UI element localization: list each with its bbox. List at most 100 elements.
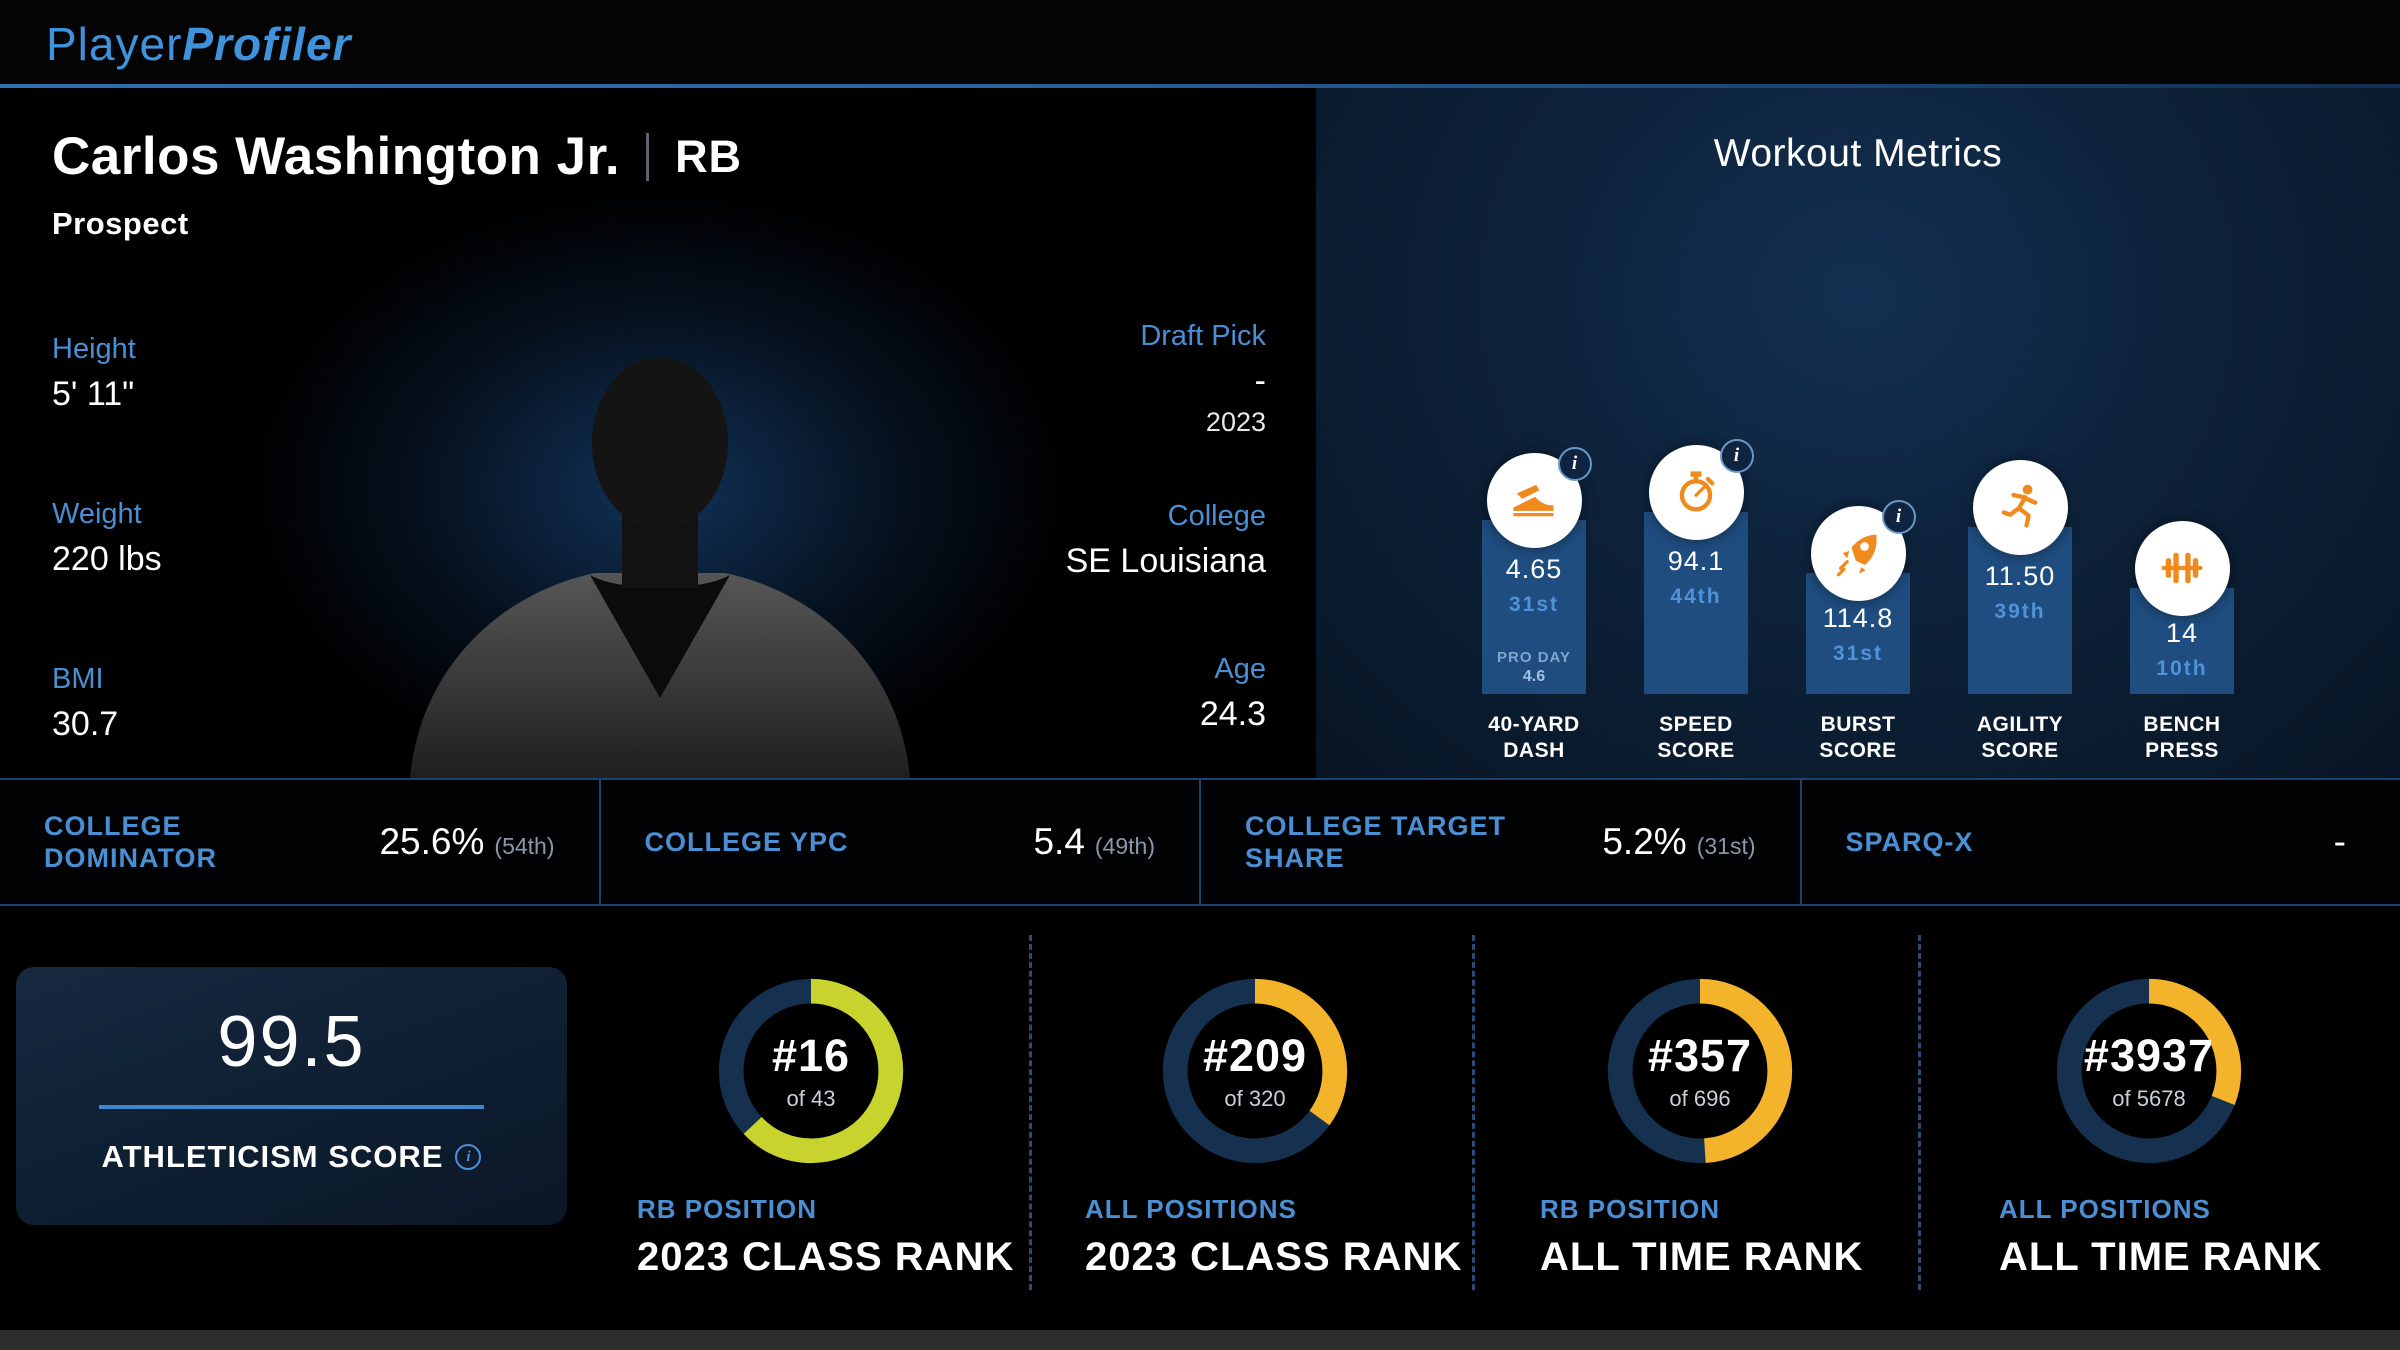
metric-percentile: 44th [1670, 584, 1722, 608]
athleticism-score-value: 99.5 [217, 1002, 366, 1082]
rank-number: #3937 [2083, 1030, 2215, 1081]
dumbbell-icon [2161, 552, 2203, 584]
attr-draft-pick: Draft Pick - 2023 [1140, 320, 1266, 438]
stat-value: 25.6% [379, 821, 485, 862]
info-icon[interactable]: i [1719, 438, 1754, 473]
metric-40-yard-dash: i 4.65 31st PRO DAY 4.6 40-YARD DASH [1459, 446, 1609, 779]
stat-label: COLLEGE DOMINATOR [44, 810, 217, 873]
attr-age-label: Age [1214, 653, 1266, 685]
stat-college-ypc[interactable]: COLLEGE YPC 5.4 (49th) [601, 780, 1201, 904]
stat-label: COLLEGE YPC [644, 826, 849, 857]
metric-percentile: 31st [1508, 592, 1560, 616]
metric-bar[interactable]: 4.65 31st PRO DAY 4.6 [1482, 519, 1586, 694]
playerprofiler-logo[interactable]: PlayerProfiler [46, 17, 351, 71]
athleticism-underline [99, 1105, 484, 1109]
rank-total: of 5678 [2112, 1086, 2186, 1111]
rank-scope: RB POSITION [1540, 1194, 1721, 1224]
stat-value-wrap: 5.4 (49th) [1033, 821, 1155, 863]
stat-value-wrap: 5.2% (31st) [1602, 821, 1755, 863]
stat-value-wrap: - [2334, 821, 2356, 863]
info-icon[interactable]: i [455, 1144, 482, 1170]
stat-value-wrap: 25.6% (54th) [379, 821, 554, 863]
metric-bar[interactable]: 94.1 44th [1644, 511, 1748, 694]
app-header: PlayerProfiler [0, 0, 2400, 88]
stat-sparq-x[interactable]: SPARQ-X - [1802, 780, 2400, 904]
stat-percentile: (49th) [1094, 833, 1155, 859]
attr-weight: Weight 220 lbs [52, 498, 162, 579]
ranks-section: 99.5 ATHLETICISM SCORE i #16 of 43 RB [0, 906, 2400, 1330]
runner-icon [2001, 484, 2038, 528]
metric-name: BENCH PRESS [2143, 712, 2221, 762]
info-icon[interactable]: i [1881, 499, 1916, 534]
pro-day-value: 4.6 [1522, 667, 1546, 685]
attr-college-value: SE Louisiana [1065, 542, 1266, 580]
metric-icon-circle: i [2134, 520, 2230, 616]
rank-donut-center: #209 of 320 [1160, 976, 1350, 1166]
info-icon[interactable]: i [1557, 446, 1592, 481]
metric-value: 114.8 [1822, 602, 1894, 633]
rocket-icon [1836, 534, 1877, 577]
attr-bmi-value: 30.7 [52, 705, 119, 743]
rank-total: of 696 [1669, 1086, 1731, 1111]
college-stats-strip: COLLEGE DOMINATOR 25.6% (54th) COLLEGE Y… [0, 778, 2400, 906]
rank-2023-class-all: #209 of 320 ALL POSITIONS 2023 CLASS RAN… [1085, 976, 1463, 1280]
rank-donut-center: #3937 of 5678 [2054, 976, 2244, 1166]
player-name-row: Carlos Washington Jr. RB [52, 126, 742, 187]
attr-height-value: 5' 11" [52, 375, 135, 413]
athleticism-label-row: ATHLETICISM SCORE i [102, 1139, 482, 1175]
rank-title: 2023 CLASS RANK [1085, 1235, 1463, 1279]
player-silhouette-image [410, 357, 910, 778]
pro-day-label: PRO DAY [1497, 648, 1571, 666]
name-position-divider [646, 132, 650, 181]
section-divider [1472, 935, 1475, 1290]
attr-bmi-label: BMI [52, 663, 104, 695]
metric-percentile: 39th [1994, 599, 2046, 623]
metric-value: 11.50 [1984, 560, 2056, 591]
rank-scope: RB POSITION [637, 1194, 818, 1224]
attr-college: College SE Louisiana [1066, 500, 1266, 581]
metric-name: SPEED SCORE [1657, 712, 1735, 762]
player-panel: Carlos Washington Jr. RB Prospect Height… [0, 88, 1316, 778]
rank-donut-center: #357 of 696 [1605, 976, 1795, 1166]
metric-value: 14 [2165, 617, 2199, 648]
stat-label: COLLEGE TARGET SHARE [1245, 810, 1506, 873]
logo-text-player: Player [46, 18, 183, 70]
rank-donut: #16 of 43 [716, 976, 906, 1166]
rank-donut-center: #16 of 43 [716, 976, 906, 1166]
metric-name: BURST SCORE [1819, 712, 1897, 762]
rank-all-time-rb: #357 of 696 RB POSITION ALL TIME RANK [1540, 976, 1864, 1280]
rank-donut: #209 of 320 [1160, 976, 1350, 1166]
rank-title: 2023 CLASS RANK [637, 1235, 1015, 1279]
metric-name: 40-YARD DASH [1488, 712, 1580, 762]
stat-college-target-share[interactable]: COLLEGE TARGET SHARE 5.2% (31st) [1201, 780, 1802, 904]
logo-text-profiler: Profiler [182, 18, 352, 70]
workout-metrics-chart: i 4.65 31st PRO DAY 4.6 40-YARD DASH [1316, 438, 2400, 779]
metric-speed-score: i 94.1 44th SPEED SCORE [1621, 438, 1771, 779]
rank-donut: #3937 of 5678 [2054, 976, 2244, 1166]
rank-total: of 43 [786, 1086, 836, 1111]
attr-draft-year: 2023 [1205, 407, 1266, 437]
athleticism-score-card: 99.5 ATHLETICISM SCORE i [16, 967, 567, 1225]
stat-college-dominator[interactable]: COLLEGE DOMINATOR 25.6% (54th) [0, 780, 601, 904]
attr-height-label: Height [52, 333, 136, 365]
metric-icon-circle: i [1810, 499, 1916, 601]
stat-label: SPARQ-X [1845, 826, 1974, 857]
rank-scope: ALL POSITIONS [1999, 1194, 2211, 1224]
attr-draft-pick-value: - [1254, 362, 1266, 400]
rank-scope: ALL POSITIONS [1085, 1194, 1297, 1224]
rank-donut: #357 of 696 [1605, 976, 1795, 1166]
rank-title: ALL TIME RANK [1999, 1235, 2323, 1279]
player-status: Prospect [52, 206, 189, 241]
player-position: RB [675, 130, 743, 182]
metric-bench-press: i 14 10th BENCH PRESS [2107, 520, 2257, 779]
rank-number: #16 [771, 1030, 851, 1081]
metric-value: 4.65 [1505, 553, 1563, 584]
metric-bar[interactable]: 11.50 39th [1968, 526, 2072, 694]
metric-name: AGILITY SCORE [1976, 712, 2064, 762]
stat-percentile: (31st) [1696, 833, 1756, 859]
attr-age-value: 24.3 [1199, 695, 1266, 733]
rank-title: ALL TIME RANK [1540, 1235, 1864, 1279]
rank-number: #209 [1202, 1030, 1308, 1081]
metric-value: 94.1 [1667, 545, 1725, 576]
